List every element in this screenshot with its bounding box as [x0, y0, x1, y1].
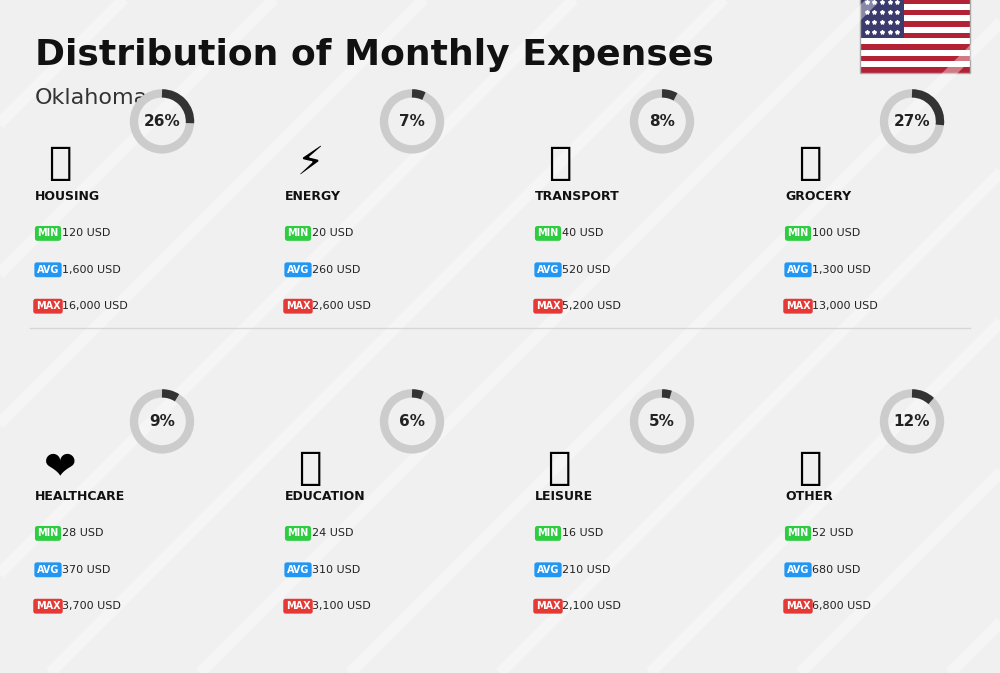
Text: HEALTHCARE: HEALTHCARE	[35, 491, 125, 503]
Text: MIN: MIN	[287, 528, 309, 538]
Text: TRANSPORT: TRANSPORT	[535, 190, 620, 203]
Text: 8%: 8%	[649, 114, 675, 129]
Text: MIN: MIN	[787, 228, 809, 238]
Text: 26%: 26%	[144, 114, 180, 129]
Text: ENERGY: ENERGY	[285, 190, 341, 203]
Text: AVG: AVG	[37, 565, 59, 575]
FancyBboxPatch shape	[860, 4, 970, 9]
Text: 20 USD: 20 USD	[312, 228, 353, 238]
Text: 6,800 USD: 6,800 USD	[812, 601, 871, 611]
Text: MIN: MIN	[37, 228, 59, 238]
Text: 24 USD: 24 USD	[312, 528, 353, 538]
Text: 7%: 7%	[399, 114, 425, 129]
Text: 28 USD: 28 USD	[62, 528, 104, 538]
Text: 260 USD: 260 USD	[312, 264, 360, 275]
Text: AVG: AVG	[287, 264, 309, 275]
FancyBboxPatch shape	[860, 21, 970, 27]
FancyBboxPatch shape	[860, 56, 970, 61]
Text: 52 USD: 52 USD	[812, 528, 853, 538]
Text: 6%: 6%	[399, 414, 425, 429]
Text: 13,000 USD: 13,000 USD	[812, 302, 878, 311]
Text: 16 USD: 16 USD	[562, 528, 603, 538]
Text: AVG: AVG	[537, 264, 559, 275]
Text: MIN: MIN	[287, 228, 309, 238]
FancyBboxPatch shape	[860, 15, 970, 21]
Text: AVG: AVG	[287, 565, 309, 575]
Text: MIN: MIN	[787, 528, 809, 538]
Text: 16,000 USD: 16,000 USD	[62, 302, 128, 311]
Text: 120 USD: 120 USD	[62, 228, 110, 238]
Text: EDUCATION: EDUCATION	[285, 491, 366, 503]
Text: 2,600 USD: 2,600 USD	[312, 302, 371, 311]
Text: 1,600 USD: 1,600 USD	[62, 264, 121, 275]
Text: LEISURE: LEISURE	[535, 491, 593, 503]
Text: 🏢: 🏢	[48, 144, 72, 182]
Text: MAX: MAX	[786, 601, 810, 611]
Text: 27%: 27%	[894, 114, 930, 129]
FancyBboxPatch shape	[860, 0, 970, 4]
Text: AVG: AVG	[537, 565, 559, 575]
FancyBboxPatch shape	[860, 38, 970, 44]
FancyBboxPatch shape	[860, 44, 970, 50]
Text: HOUSING: HOUSING	[35, 190, 100, 203]
Text: AVG: AVG	[787, 565, 809, 575]
Text: AVG: AVG	[37, 264, 59, 275]
Text: 🎓: 🎓	[298, 449, 322, 487]
FancyBboxPatch shape	[860, 61, 970, 67]
Text: 2,100 USD: 2,100 USD	[562, 601, 621, 611]
Text: ❤️: ❤️	[44, 449, 76, 487]
Text: 1,300 USD: 1,300 USD	[812, 264, 871, 275]
Text: 40 USD: 40 USD	[562, 228, 603, 238]
FancyBboxPatch shape	[860, 50, 970, 56]
Text: OTHER: OTHER	[785, 491, 833, 503]
Text: 310 USD: 310 USD	[312, 565, 360, 575]
FancyBboxPatch shape	[860, 0, 904, 38]
Text: 370 USD: 370 USD	[62, 565, 110, 575]
Text: 9%: 9%	[149, 414, 175, 429]
Text: Distribution of Monthly Expenses: Distribution of Monthly Expenses	[35, 38, 714, 72]
Text: 💰: 💰	[798, 449, 822, 487]
Text: AVG: AVG	[787, 264, 809, 275]
Text: 5%: 5%	[649, 414, 675, 429]
Text: MIN: MIN	[537, 228, 559, 238]
Text: Oklahoma: Oklahoma	[35, 88, 148, 108]
Text: 3,100 USD: 3,100 USD	[312, 601, 371, 611]
Text: 5,200 USD: 5,200 USD	[562, 302, 621, 311]
Text: 100 USD: 100 USD	[812, 228, 860, 238]
Text: 12%: 12%	[894, 414, 930, 429]
Text: GROCERY: GROCERY	[785, 190, 851, 203]
Text: MAX: MAX	[786, 302, 810, 311]
Text: 🚌: 🚌	[548, 144, 572, 182]
Text: MIN: MIN	[537, 528, 559, 538]
FancyBboxPatch shape	[860, 27, 970, 32]
Text: MAX: MAX	[36, 601, 60, 611]
Text: MAX: MAX	[286, 302, 310, 311]
Text: MAX: MAX	[286, 601, 310, 611]
Text: 🛒: 🛒	[798, 144, 822, 182]
Text: 3,700 USD: 3,700 USD	[62, 601, 121, 611]
Text: 520 USD: 520 USD	[562, 264, 610, 275]
Text: MIN: MIN	[37, 528, 59, 538]
Text: ⚡: ⚡	[296, 144, 324, 182]
Text: MAX: MAX	[36, 302, 60, 311]
Text: 🛍️: 🛍️	[548, 449, 572, 487]
Text: 210 USD: 210 USD	[562, 565, 610, 575]
Text: MAX: MAX	[536, 601, 560, 611]
FancyBboxPatch shape	[860, 32, 970, 38]
FancyBboxPatch shape	[860, 9, 970, 15]
Text: MAX: MAX	[536, 302, 560, 311]
FancyBboxPatch shape	[860, 67, 970, 73]
Text: 680 USD: 680 USD	[812, 565, 860, 575]
